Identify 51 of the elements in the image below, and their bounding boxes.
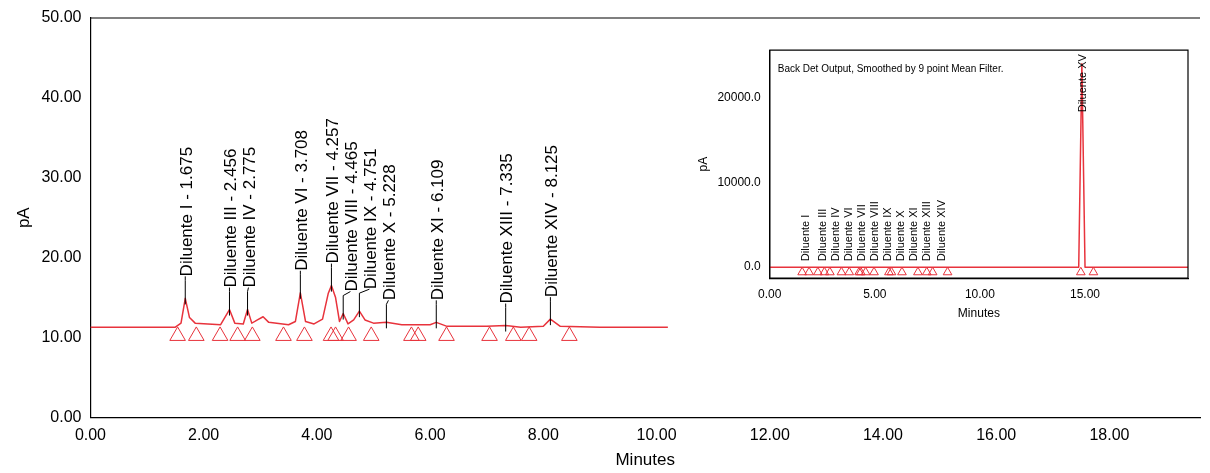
x-tick-label: 2.00 xyxy=(188,426,220,444)
x-tick-label: 12.00 xyxy=(749,426,790,444)
x-axis-title: Minutes xyxy=(615,450,675,470)
y-tick-label: 10000.0 xyxy=(717,174,762,189)
annotation: Diluente VIII - 4.465 xyxy=(341,141,361,292)
y-tick-label: 20.00 xyxy=(41,248,82,266)
x-tick-label: 18.00 xyxy=(1089,426,1130,444)
x-tick-label: 8.00 xyxy=(527,426,559,444)
annotation: Diluente III - 2.456 xyxy=(220,148,240,288)
x-tick-label: 6.00 xyxy=(414,426,446,444)
annotation: Diluente VIII xyxy=(867,201,880,262)
y-tick-label: 20000.0 xyxy=(717,89,762,104)
annotation: Diluente VI - 3.708 xyxy=(291,129,311,271)
x-tick-label: 0.00 xyxy=(758,286,782,301)
annotation: Diluente XIV - 8.125 xyxy=(541,144,561,298)
x-axis-title: Minutes xyxy=(957,306,1000,321)
annotation: Diluente VII xyxy=(854,204,867,262)
x-tick-label: 10.00 xyxy=(964,286,996,301)
x-tick-label: 5.00 xyxy=(863,286,887,301)
annotation: Diluente I xyxy=(799,214,812,262)
annotation: Diluente VII - 4.257 xyxy=(322,118,342,264)
y-tick-label: 10.00 xyxy=(41,327,82,345)
annotation: Diluente IX - 4.751 xyxy=(360,148,380,290)
x-tick-label: 4.00 xyxy=(301,426,333,444)
annotation: Diluente XIV xyxy=(934,199,947,262)
x-tick-label: 10.00 xyxy=(636,426,677,444)
y-tick-label: 30.00 xyxy=(41,168,82,186)
annotation: Diluente XV xyxy=(1076,53,1089,113)
annotation: Back Det Output, Smoothed by 9 point Mean Filter. xyxy=(777,62,1004,74)
annotation: Diluente X - 5.228 xyxy=(379,164,399,301)
y-axis-title: pA xyxy=(695,156,710,172)
annotation: Diluente I - 1.675 xyxy=(176,146,196,277)
annotation: Diluente XI xyxy=(906,207,919,262)
annotation: Diluente IV - 2.775 xyxy=(239,146,259,288)
annotation: Diluente XI - 6.109 xyxy=(427,159,447,301)
y-tick-label: 50.00 xyxy=(41,8,82,26)
y-tick-label: 0.0 xyxy=(744,259,762,274)
y-tick-label: 0.00 xyxy=(50,407,82,425)
annotation: Diluente IX xyxy=(880,206,893,262)
annotation: Diluente IV xyxy=(828,206,841,262)
annotation: Diluente XIII xyxy=(919,201,932,262)
annotation: Diluente VI xyxy=(841,207,854,262)
annotation: Diluente X xyxy=(893,209,906,262)
annotation: Diluente III xyxy=(815,208,828,262)
y-tick-label: 40.00 xyxy=(41,88,82,106)
x-tick-label: 16.00 xyxy=(976,426,1017,444)
x-tick-label: 0.00 xyxy=(74,426,107,444)
x-tick-label: 14.00 xyxy=(862,426,904,444)
y-axis-title: pA xyxy=(13,206,33,229)
annotation: Diluente XIII - 7.335 xyxy=(497,153,517,304)
x-tick-label: 15.00 xyxy=(1070,286,1101,301)
